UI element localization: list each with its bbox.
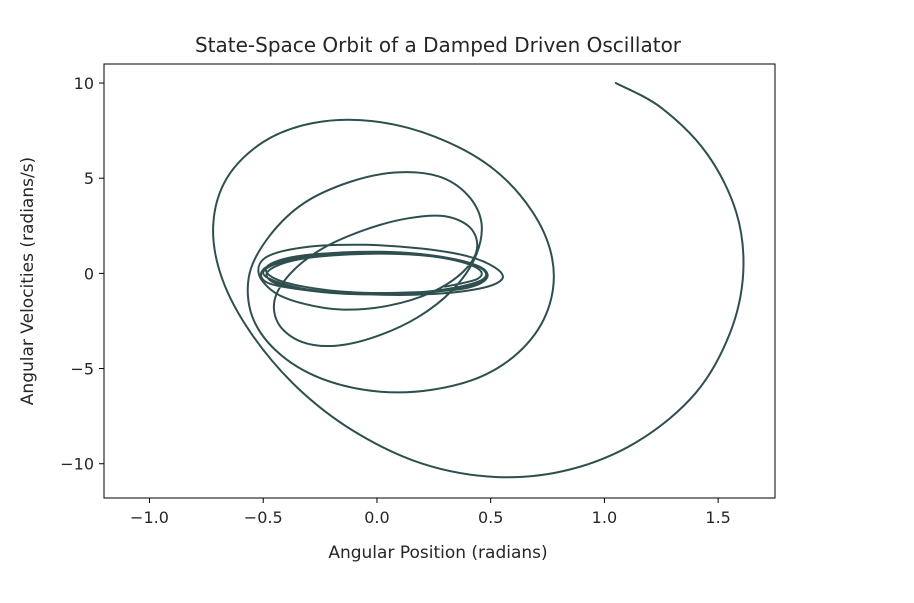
y-tick-label: 10 xyxy=(74,74,94,93)
plot-area: −1.0 −0.5 0.0 0.5 1.0 1.5 10 5 0 −5 −10 xyxy=(60,63,776,527)
chart-title: State-Space Orbit of a Damped Driven Osc… xyxy=(195,33,682,57)
x-tick-label: 1.0 xyxy=(592,508,617,527)
plot-frame xyxy=(103,63,776,499)
x-tick-label: −1.0 xyxy=(130,508,169,527)
y-axis-label: Angular Velocities (radians/s) xyxy=(18,157,38,405)
x-axis-label: Angular Position (radians) xyxy=(328,543,547,563)
x-tick-label: 1.5 xyxy=(705,508,730,527)
y-tick-label: −5 xyxy=(70,360,94,379)
y-tick-label: 5 xyxy=(84,169,94,188)
y-tick-label: −10 xyxy=(60,455,94,474)
y-tick-label: 0 xyxy=(84,264,94,283)
x-tick-label: 0.0 xyxy=(364,508,389,527)
x-tick-label: −0.5 xyxy=(244,508,283,527)
x-tick-label: 0.5 xyxy=(478,508,503,527)
series-line-0 xyxy=(212,82,745,479)
